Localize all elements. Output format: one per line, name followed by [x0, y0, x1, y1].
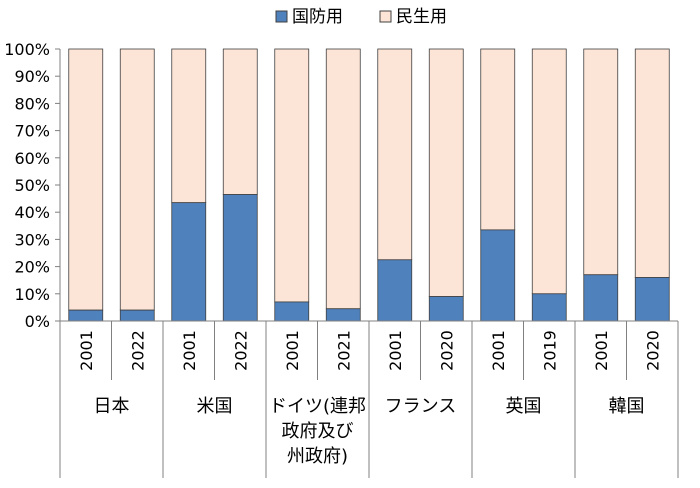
bar-defense-g3-2020 [428, 296, 464, 322]
legend-swatch-civil [379, 10, 392, 23]
x-year-label: 2001 [180, 330, 199, 371]
x-year-label: 2001 [592, 330, 611, 371]
y-tick-label: 0% [25, 312, 50, 331]
bar-civil-g1-2001 [171, 48, 207, 204]
x-group-label: 米国 [197, 396, 233, 417]
axes: 0% 10% 20% 30% 40% 50% 60% 70% 80% 90% 100% [4, 40, 61, 331]
x-year-label: 2001 [283, 330, 302, 371]
bar-defense-g0-2001 [68, 309, 104, 322]
bar-defense-g0-2022 [119, 309, 155, 322]
bar-civil-g5-2020 [634, 48, 670, 278]
category-axis-table: 2001 2022 2001 2022 2001 2021 2001 2020 2001 2019… [59, 320, 679, 478]
bar-civil-g0-2022 [119, 48, 155, 311]
x-year-label: 2020 [437, 330, 456, 371]
bar-civil-g4-2001 [480, 48, 516, 231]
bar-civil-g4-2019 [531, 48, 567, 295]
x-year-label: 2001 [489, 330, 508, 371]
bar-civil-g0-2001 [68, 48, 104, 311]
legend-swatch-defense [275, 10, 288, 23]
x-year-label: 2020 [643, 330, 662, 371]
bar-defense-g1-2001 [171, 202, 207, 322]
bar-defense-g4-2019 [531, 293, 567, 322]
y-tick-label: 50% [14, 176, 50, 195]
y-tick-label: 80% [14, 94, 50, 113]
bar-civil-g2-2001 [274, 48, 310, 303]
bar-civil-g1-2022 [222, 48, 258, 195]
y-tick-label: 30% [14, 230, 50, 249]
bar-defense-g5-2001 [583, 274, 619, 322]
bar-defense-g2-2021 [325, 308, 361, 322]
bar-defense-g1-2022 [222, 194, 258, 322]
x-year-label: 2019 [540, 330, 559, 371]
y-tick-label: 10% [14, 285, 50, 304]
x-group-label: フランス [385, 396, 457, 417]
x-group-label: 日本 [94, 396, 130, 417]
x-group-label: ドイツ(連邦政府及び州政府) [269, 396, 366, 467]
bar-civil-g2-2021 [325, 48, 361, 310]
x-group-label: 韓国 [609, 396, 645, 417]
legend-label-civil: 民生用 [396, 7, 447, 27]
bar-civil-g3-2020 [428, 48, 464, 297]
x-group-label: 英国 [506, 396, 542, 417]
x-year-label: 2022 [128, 330, 147, 371]
y-tick-label: 70% [14, 122, 50, 141]
y-tick-label: 20% [14, 258, 50, 277]
bar-defense-g4-2001 [480, 229, 516, 322]
x-year-label: 2021 [334, 330, 353, 371]
bar-civil-g3-2001 [377, 48, 413, 261]
y-tick-label: 90% [14, 67, 50, 86]
y-tick-label: 40% [14, 203, 50, 222]
plot-area [68, 48, 670, 322]
x-year-label: 2001 [77, 330, 96, 371]
bar-defense-g5-2020 [634, 277, 670, 322]
bar-civil-g5-2001 [583, 48, 619, 276]
legend: 国防用 民生用 [275, 7, 447, 27]
y-tick-label: 60% [14, 149, 50, 168]
y-tick-label: 100% [4, 40, 50, 59]
legend-label-defense: 国防用 [292, 7, 343, 27]
bar-defense-g3-2001 [377, 259, 413, 322]
bar-defense-g2-2001 [274, 301, 310, 322]
x-year-label: 2001 [386, 330, 405, 371]
x-year-label: 2022 [231, 330, 250, 371]
